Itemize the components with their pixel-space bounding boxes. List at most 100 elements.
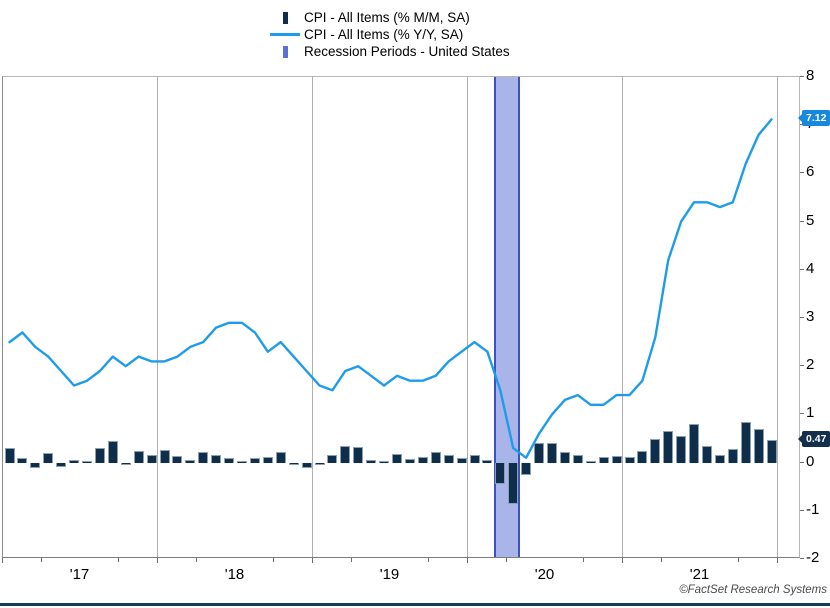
mm-bar[interactable] — [404, 458, 415, 463]
x-axis-minor-tick — [660, 558, 662, 562]
mm-bar[interactable] — [288, 462, 299, 465]
y-axis-label: 4 — [806, 259, 815, 277]
mm-bar[interactable] — [456, 457, 467, 463]
mm-bar[interactable] — [508, 462, 519, 504]
mm-bar[interactable] — [572, 455, 583, 463]
mm-bar[interactable] — [211, 455, 222, 463]
y-axis-label: 1 — [806, 404, 815, 422]
mm-bar[interactable] — [107, 440, 118, 463]
mm-bar[interactable] — [237, 460, 247, 463]
mm-bar[interactable] — [650, 438, 661, 463]
mm-bar[interactable] — [314, 462, 325, 465]
legend-item-recession[interactable]: Recession Periods - United States — [266, 43, 510, 60]
x-axis-minor-tick — [350, 558, 352, 562]
mm-bar[interactable] — [637, 450, 648, 463]
mm-bar[interactable] — [495, 462, 506, 485]
mm-bar[interactable] — [379, 460, 389, 463]
y-axis-tick — [800, 365, 804, 367]
x-axis-year-tick — [312, 558, 313, 563]
mm-bar[interactable] — [94, 448, 105, 463]
y-axis-tick — [800, 461, 804, 463]
bar-last-value-badge: 0.47 — [797, 430, 830, 447]
x-axis-label: '21 — [689, 566, 710, 583]
y-axis-tick — [800, 413, 804, 415]
y-axis-label: 5 — [806, 211, 815, 229]
y-axis-tick — [800, 509, 804, 511]
legend-item-cpi-mm[interactable]: CPI - All Items (% M/M, SA) — [266, 9, 510, 26]
mm-bar[interactable] — [198, 452, 209, 463]
plot-area[interactable] — [2, 76, 800, 558]
mm-bar[interactable] — [249, 457, 260, 463]
mm-bar[interactable] — [146, 455, 157, 463]
mm-bar[interactable] — [727, 449, 738, 463]
x-axis-minor-tick — [40, 558, 42, 562]
mm-bar[interactable] — [417, 456, 428, 463]
x-axis-year-tick — [2, 558, 3, 563]
mm-bar[interactable] — [392, 454, 402, 463]
x-axis-minor-tick — [118, 558, 120, 562]
mm-bar[interactable] — [159, 450, 170, 463]
mm-bar[interactable] — [4, 448, 15, 463]
mm-bar[interactable] — [275, 452, 286, 463]
mm-bar[interactable] — [689, 424, 699, 463]
y-axis-label: 0 — [806, 452, 815, 470]
year-gridline — [777, 77, 778, 557]
mm-bar[interactable] — [598, 456, 609, 463]
mm-bar[interactable] — [611, 455, 622, 463]
mm-bar[interactable] — [301, 462, 312, 469]
mm-bar[interactable] — [43, 453, 54, 463]
mm-bar[interactable] — [353, 446, 364, 463]
legend-label: CPI - All Items (% Y/Y, SA) — [304, 27, 464, 42]
mm-bar[interactable] — [676, 436, 687, 463]
mm-bar[interactable] — [740, 421, 751, 463]
bar-swatch-icon — [266, 11, 304, 24]
mm-bar[interactable] — [82, 460, 92, 463]
mm-bar[interactable] — [224, 457, 234, 463]
mm-bar[interactable] — [262, 456, 273, 463]
legend-label: CPI - All Items (% M/M, SA) — [304, 10, 470, 25]
x-axis-minor-tick — [428, 558, 430, 562]
mm-bar[interactable] — [17, 457, 28, 463]
x-axis-minor-tick — [738, 558, 740, 562]
mm-bar[interactable] — [327, 455, 338, 463]
year-gridline — [157, 77, 158, 557]
mm-bar[interactable] — [547, 443, 557, 463]
mm-bar[interactable] — [469, 455, 480, 463]
mm-bar[interactable] — [766, 439, 777, 463]
legend-item-cpi-yy[interactable]: CPI - All Items (% Y/Y, SA) — [266, 26, 510, 43]
mm-bar[interactable] — [702, 445, 712, 463]
y-axis-tick — [800, 317, 804, 318]
mm-bar[interactable] — [30, 462, 41, 469]
year-gridline — [467, 77, 468, 557]
mm-bar[interactable] — [69, 459, 79, 463]
y-axis-label: -2 — [806, 549, 820, 566]
y-axis-label: -1 — [806, 500, 820, 518]
mm-bar[interactable] — [443, 454, 454, 463]
x-axis-minor-tick — [195, 558, 197, 562]
yy-line-chart[interactable] — [3, 77, 801, 559]
mm-bar[interactable] — [559, 452, 570, 463]
mm-bar[interactable] — [753, 428, 764, 463]
mm-bar[interactable] — [521, 462, 532, 475]
x-axis-minor-tick — [583, 558, 585, 562]
mm-bar[interactable] — [714, 455, 725, 463]
mm-bar[interactable] — [430, 451, 441, 463]
x-axis-label: '19 — [379, 566, 400, 583]
mm-bar[interactable] — [624, 456, 635, 463]
year-gridline — [622, 77, 623, 557]
mm-bar[interactable] — [534, 443, 544, 463]
mm-bar[interactable] — [120, 462, 131, 466]
mm-bar[interactable] — [663, 431, 674, 463]
mm-bar[interactable] — [185, 459, 196, 463]
mm-bar[interactable] — [482, 459, 493, 463]
band-swatch-icon — [266, 45, 304, 58]
mm-bar[interactable] — [172, 456, 183, 463]
chart-legend: CPI - All Items (% M/M, SA) CPI - All It… — [266, 9, 510, 60]
mm-bar[interactable] — [133, 450, 144, 463]
mm-bar[interactable] — [366, 460, 377, 463]
mm-bar[interactable] — [56, 462, 67, 468]
mm-bar[interactable] — [340, 445, 351, 463]
copyright: ©FactSet Research Systems — [679, 584, 827, 596]
mm-bar[interactable] — [585, 460, 596, 463]
